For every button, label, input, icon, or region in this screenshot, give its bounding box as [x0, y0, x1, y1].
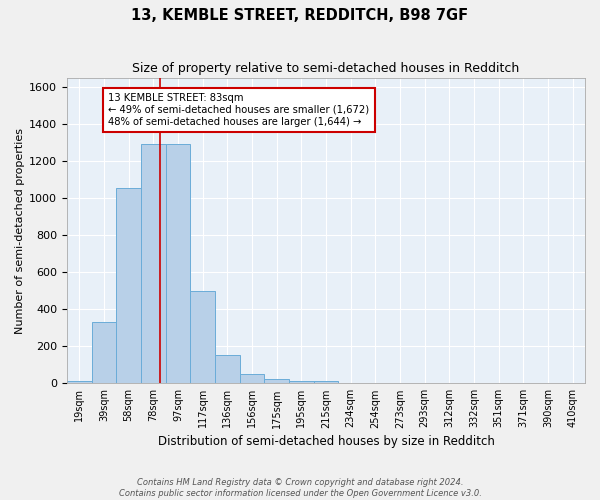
Bar: [215, 354, 239, 384]
Text: 13, KEMBLE STREET, REDDITCH, B98 7GF: 13, KEMBLE STREET, REDDITCH, B98 7GF: [131, 8, 469, 22]
Bar: [92, 322, 116, 384]
Bar: [141, 144, 166, 384]
Text: Contains HM Land Registry data © Crown copyright and database right 2024.
Contai: Contains HM Land Registry data © Crown c…: [119, 478, 481, 498]
Y-axis label: Number of semi-detached properties: Number of semi-detached properties: [15, 128, 25, 334]
Bar: [166, 144, 190, 384]
Text: 13 KEMBLE STREET: 83sqm
← 49% of semi-detached houses are smaller (1,672)
48% of: 13 KEMBLE STREET: 83sqm ← 49% of semi-de…: [109, 94, 370, 126]
Bar: [239, 374, 265, 384]
Bar: [190, 291, 215, 384]
Bar: [314, 380, 338, 384]
X-axis label: Distribution of semi-detached houses by size in Redditch: Distribution of semi-detached houses by …: [158, 434, 494, 448]
Bar: [116, 188, 141, 384]
Bar: [67, 380, 92, 384]
Bar: [289, 380, 314, 384]
Title: Size of property relative to semi-detached houses in Redditch: Size of property relative to semi-detach…: [133, 62, 520, 76]
Bar: [265, 378, 289, 384]
